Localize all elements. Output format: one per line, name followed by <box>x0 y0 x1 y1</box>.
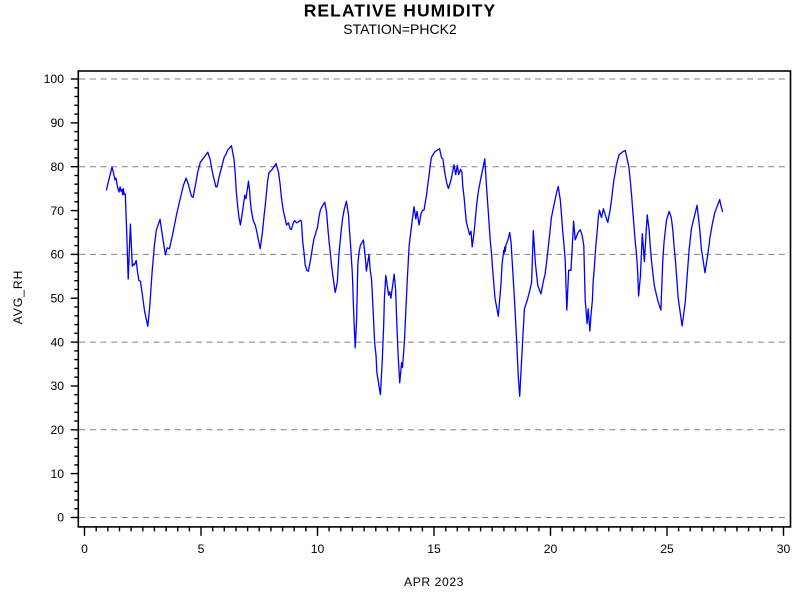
svg-text:25: 25 <box>660 542 674 556</box>
svg-text:40: 40 <box>50 335 64 349</box>
svg-text:5: 5 <box>198 542 205 556</box>
svg-text:80: 80 <box>50 160 64 174</box>
svg-text:15: 15 <box>427 542 441 556</box>
svg-text:10: 10 <box>50 467 64 481</box>
svg-text:60: 60 <box>50 248 64 262</box>
svg-text:20: 20 <box>544 542 558 556</box>
svg-text:10: 10 <box>311 542 325 556</box>
svg-text:30: 30 <box>50 379 64 393</box>
svg-text:0: 0 <box>81 542 88 556</box>
svg-text:APR 2023: APR 2023 <box>404 575 464 589</box>
svg-text:20: 20 <box>50 423 64 437</box>
svg-text:100: 100 <box>44 72 65 86</box>
svg-text:RELATIVE HUMIDITY: RELATIVE HUMIDITY <box>304 1 497 21</box>
svg-text:AVG_RH: AVG_RH <box>11 270 25 325</box>
svg-text:STATION=PHCK2: STATION=PHCK2 <box>343 21 457 37</box>
svg-text:90: 90 <box>50 116 64 130</box>
svg-text:50: 50 <box>50 291 64 305</box>
svg-text:70: 70 <box>50 204 64 218</box>
svg-text:30: 30 <box>777 542 791 556</box>
svg-text:0: 0 <box>57 511 64 525</box>
